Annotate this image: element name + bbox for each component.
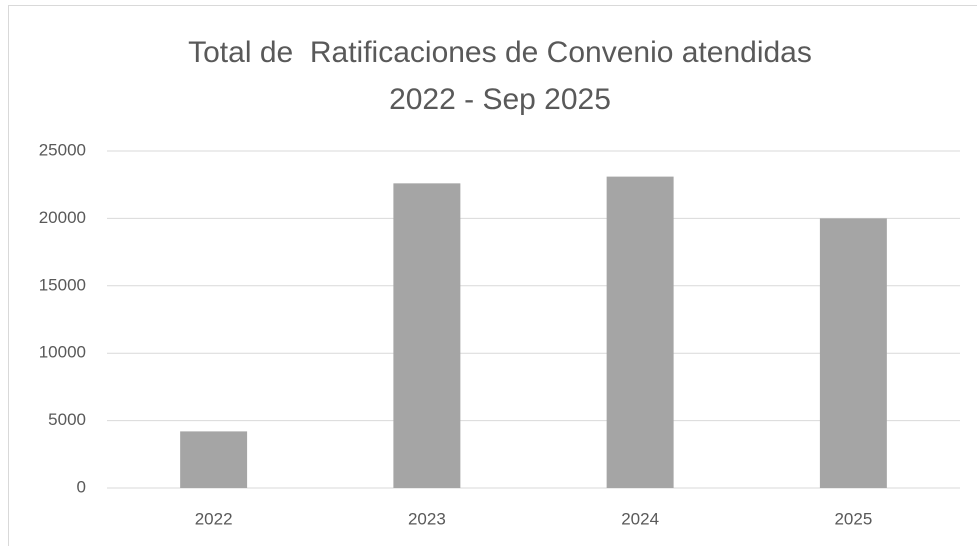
y-tick-label: 10000 <box>39 343 86 362</box>
y-tick-label: 15000 <box>39 275 86 294</box>
chart-title: Total de Ratificaciones de Convenio aten… <box>188 36 812 69</box>
y-tick-label: 5000 <box>48 410 86 429</box>
bar <box>180 431 247 488</box>
x-tick-label: 2025 <box>834 509 872 528</box>
y-tick-label: 25000 <box>39 140 86 159</box>
y-tick-label: 20000 <box>39 208 86 227</box>
bar <box>607 177 674 488</box>
bar <box>393 183 460 488</box>
x-tick-label: 2022 <box>195 509 233 528</box>
y-tick-label: 0 <box>77 477 86 496</box>
x-tick-label: 2023 <box>408 509 446 528</box>
chart-subtitle: 2022 - Sep 2025 <box>389 83 611 116</box>
bar <box>820 218 887 488</box>
x-tick-label: 2024 <box>621 509 659 528</box>
